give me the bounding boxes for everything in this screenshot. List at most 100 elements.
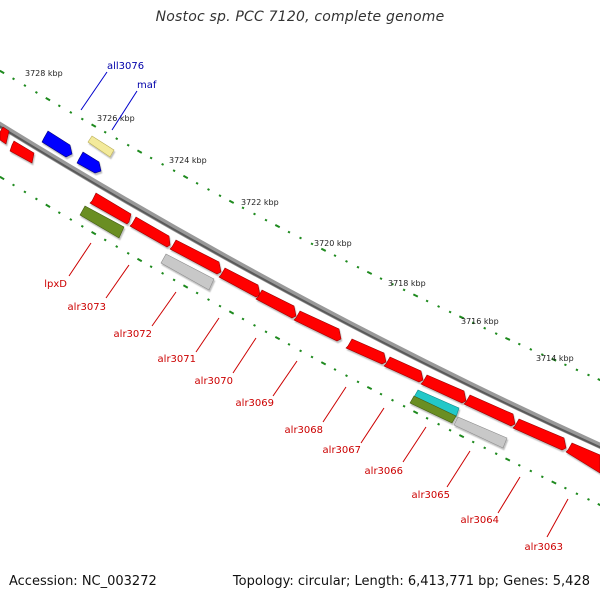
- gene-arrow-c[interactable]: [169, 239, 222, 275]
- gene-arrow-k[interactable]: [512, 418, 567, 451]
- inner-ruler-tick: [264, 330, 268, 334]
- gene-label-alr3071[interactable]: alr3071: [158, 354, 196, 365]
- kbp-label-3716: 3716 kbp: [461, 317, 499, 326]
- gene-label-alr3070[interactable]: alr3070: [195, 376, 233, 387]
- gene-box-yellow[interactable]: [87, 135, 115, 158]
- inner-ruler-tick: [494, 452, 498, 456]
- inner-ruler-tick: [274, 336, 281, 341]
- outer-ruler-tick: [126, 143, 130, 147]
- gene-box-alr3066[interactable]: [409, 395, 457, 424]
- gene-fragment-red-left[interactable]: [0, 126, 10, 145]
- outer-ruler-tick: [448, 310, 452, 314]
- gene-label-alr3073[interactable]: alr3073: [68, 302, 106, 313]
- gene-label-alr3072[interactable]: alr3072: [114, 329, 152, 340]
- outer-ruler-tick: [575, 368, 579, 372]
- inner-ruler-tick: [299, 349, 303, 353]
- gene-arrow-left-fragment[interactable]: [9, 140, 35, 164]
- inner-ruler-tick: [57, 211, 61, 215]
- inner-ruler-tick: [366, 385, 373, 391]
- inner-ruler-tick: [149, 265, 153, 269]
- outer-ruler-tick: [80, 117, 84, 121]
- outer-ruler-tick: [136, 149, 143, 154]
- gene-label-alr3064[interactable]: alr3064: [461, 515, 499, 526]
- inner-ruler-tick: [412, 410, 419, 415]
- outer-ruler-tick: [274, 224, 281, 229]
- leader-alr3071: [195, 317, 220, 353]
- reverse-strand: [9, 140, 600, 474]
- inner-ruler-tick: [551, 480, 557, 485]
- inner-ruler-tick: [45, 203, 51, 208]
- gene-label-alr3066[interactable]: alr3066: [365, 466, 403, 477]
- gene-arrow-a[interactable]: [89, 192, 132, 225]
- gene-label-alr3065[interactable]: alr3065: [412, 490, 450, 501]
- gene-arrow-j[interactable]: [463, 394, 516, 427]
- gene-arrow-h[interactable]: [383, 356, 424, 383]
- inner-ruler-tick: [136, 257, 143, 263]
- gene-label-alr3063[interactable]: alr3063: [525, 542, 563, 553]
- inner-ruler-tick: [597, 503, 600, 507]
- inner-ruler-tick: [69, 218, 73, 221]
- leader-alr3072: [151, 291, 177, 327]
- outer-ruler-tick: [182, 174, 189, 180]
- outer-ruler-tick: [379, 277, 383, 280]
- gene-box-lpxD[interactable]: [79, 205, 125, 239]
- inner-ruler-tick: [195, 291, 199, 295]
- inner-ruler-tick: [540, 475, 544, 479]
- inner-ruler-tick: [437, 422, 441, 426]
- inner-ruler-tick: [379, 392, 383, 396]
- outer-ruler-tick: [517, 342, 521, 346]
- inner-ruler-tick: [91, 230, 97, 236]
- gene-box-alr3072[interactable]: [160, 253, 215, 291]
- gene-arrow-f[interactable]: [293, 310, 342, 342]
- inner-ruler-tick: [0, 175, 5, 181]
- outer-ruler-tick: [402, 288, 406, 292]
- outer-ruler-tick: [172, 169, 176, 173]
- inner-ruler-tick: [402, 404, 406, 408]
- outer-ruler-tick: [458, 315, 465, 320]
- outer-ruler-tick: [69, 110, 73, 114]
- gene-arrow-maf[interactable]: [76, 151, 102, 174]
- kbp-label-3718: 3718 kbp: [388, 279, 426, 288]
- outer-ruler-tick: [391, 282, 394, 286]
- outer-ruler-tick: [207, 188, 210, 191]
- gene-label-alr3069[interactable]: alr3069: [236, 398, 274, 409]
- outer-ruler-tick: [228, 199, 235, 204]
- gene-arrow-e[interactable]: [255, 289, 297, 319]
- gene-box-alr3065[interactable]: [453, 416, 508, 449]
- outer-ruler-tick: [0, 69, 5, 75]
- outer-ruler-tick: [505, 336, 511, 341]
- gene-arrow-l[interactable]: [565, 442, 600, 474]
- gene-arrow-g[interactable]: [345, 338, 387, 365]
- inner-ruler-tick: [161, 271, 165, 275]
- gene-arrow-i[interactable]: [420, 374, 467, 404]
- inner-ruler: [0, 175, 600, 507]
- genome-summary-text: Topology: circular; Length: 6,413,771 bp…: [232, 574, 590, 589]
- outer-ruler-tick: [320, 247, 327, 252]
- leader-all3076: [80, 71, 108, 111]
- gene-arrow-b[interactable]: [129, 216, 171, 248]
- kbp-label-3720: 3720 kbp: [314, 239, 352, 248]
- inner-ruler-tick: [320, 361, 327, 366]
- outer-ruler-tick: [299, 236, 302, 240]
- gene-label-alr3068[interactable]: alr3068: [285, 425, 323, 436]
- kbp-label-3722: 3722 kbp: [241, 198, 279, 207]
- kbp-label-3714: 3714 kbp: [536, 354, 574, 363]
- inner-ruler-tick: [529, 469, 533, 473]
- gene-arrow-all3076[interactable]: [41, 130, 73, 158]
- gene-label-all3076[interactable]: all3076: [107, 61, 144, 72]
- leader-alr3063: [546, 498, 569, 538]
- genome-backbone-highlight: [0, 125, 600, 449]
- kbp-label-3728: 3728 kbp: [25, 69, 63, 78]
- inner-ruler-tick: [218, 304, 222, 308]
- gene-label-alr3067[interactable]: alr3067: [323, 445, 361, 456]
- outer-ruler-tick: [333, 254, 337, 257]
- gene-label-lpxD[interactable]: lpxD: [44, 279, 67, 290]
- inner-ruler-tick: [458, 434, 465, 439]
- gene-label-maf[interactable]: maf: [137, 80, 157, 91]
- inner-ruler-tick: [287, 342, 291, 346]
- inner-ruler-tick: [471, 440, 475, 444]
- outer-ruler-tick: [264, 218, 268, 222]
- inner-ruler-tick: [80, 224, 84, 228]
- leader-maf: [111, 90, 138, 131]
